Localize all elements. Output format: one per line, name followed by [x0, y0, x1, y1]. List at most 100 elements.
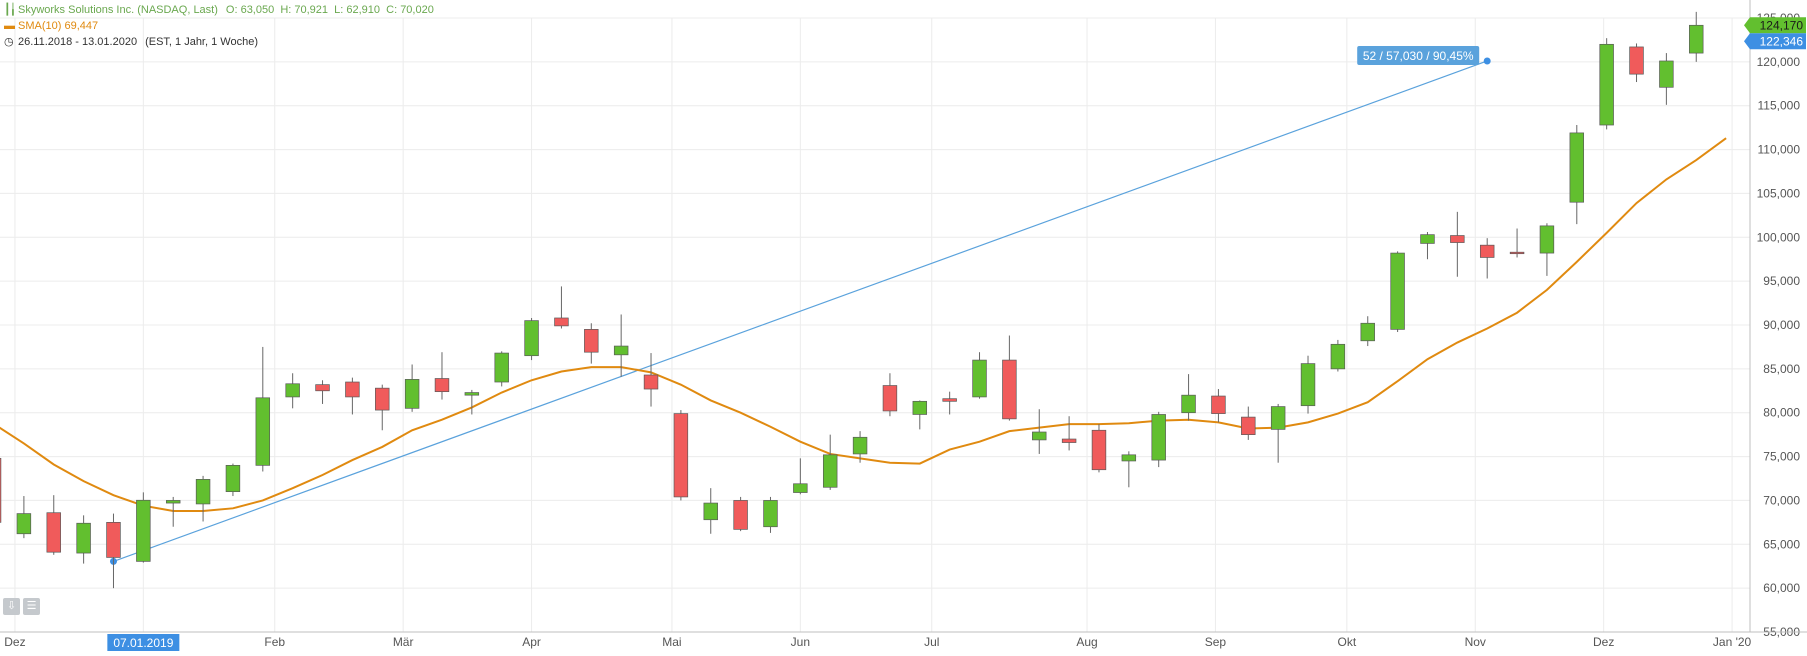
candle[interactable]: [345, 377, 360, 415]
candle-body[interactable]: [46, 512, 61, 553]
candle[interactable]: [613, 314, 629, 377]
candle[interactable]: [464, 389, 480, 415]
settings-icon[interactable]: ☰: [23, 598, 40, 615]
candle[interactable]: [1330, 339, 1346, 372]
candle-body[interactable]: [76, 522, 91, 554]
candle-body[interactable]: [225, 464, 241, 493]
candle-body[interactable]: [106, 522, 121, 558]
candle[interactable]: [763, 496, 778, 533]
candle-body[interactable]: [434, 378, 450, 393]
candle-body[interactable]: [16, 513, 32, 535]
trendline-layer[interactable]: 52 / 57,030 / 90,45%: [109, 45, 1491, 565]
candle[interactable]: [882, 373, 898, 417]
candle-body[interactable]: [1360, 322, 1375, 342]
candle-body[interactable]: [1509, 251, 1525, 255]
candle-body[interactable]: [1390, 252, 1405, 330]
candle[interactable]: [554, 286, 569, 329]
candle[interactable]: [494, 351, 509, 387]
candle-body[interactable]: [1270, 406, 1286, 430]
candle[interactable]: [733, 496, 748, 532]
candle[interactable]: [76, 515, 91, 564]
candle-body[interactable]: [763, 500, 778, 528]
candle-body[interactable]: [1151, 414, 1166, 461]
candle[interactable]: [1420, 232, 1435, 260]
candle-body[interactable]: [1121, 454, 1137, 462]
candle-body[interactable]: [584, 329, 599, 353]
candle[interactable]: [1091, 424, 1107, 473]
candle[interactable]: [225, 463, 241, 497]
candle-body[interactable]: [1659, 60, 1674, 88]
download-icon[interactable]: ⇩: [3, 598, 20, 615]
candle[interactable]: [1569, 125, 1585, 225]
candle-body[interactable]: [793, 483, 808, 493]
candle-body[interactable]: [1450, 235, 1465, 243]
candle-body[interactable]: [1032, 431, 1047, 441]
candle[interactable]: [1151, 411, 1166, 468]
candle[interactable]: [584, 323, 599, 364]
candle[interactable]: [643, 353, 659, 407]
trendline[interactable]: [113, 60, 1488, 562]
candle-body[interactable]: [195, 479, 211, 505]
candle-body[interactable]: [285, 383, 300, 398]
candle[interactable]: [1659, 53, 1674, 105]
candle[interactable]: [375, 384, 390, 431]
candle-body[interactable]: [1569, 132, 1585, 203]
candle[interactable]: [1181, 374, 1196, 421]
candle-body[interactable]: [0, 457, 2, 523]
candle[interactable]: [255, 346, 271, 472]
candle-body[interactable]: [643, 374, 659, 390]
candle-body[interactable]: [494, 352, 509, 383]
candle-body[interactable]: [375, 387, 390, 411]
candle[interactable]: [1450, 211, 1465, 277]
candle[interactable]: [1509, 228, 1525, 258]
candle-body[interactable]: [1241, 416, 1256, 435]
candle[interactable]: [1032, 409, 1047, 454]
candle-body[interactable]: [733, 500, 748, 530]
candle-body[interactable]: [613, 345, 629, 356]
candle-body[interactable]: [165, 500, 181, 504]
candle[interactable]: [942, 391, 957, 415]
candle[interactable]: [1121, 451, 1137, 488]
candle-body[interactable]: [1629, 46, 1644, 75]
candle[interactable]: [1539, 223, 1555, 276]
candle[interactable]: [1689, 11, 1704, 62]
candle-body[interactable]: [1420, 234, 1435, 244]
candle-body[interactable]: [1539, 225, 1555, 254]
candle-body[interactable]: [1002, 359, 1017, 420]
candles[interactable]: [0, 11, 1704, 589]
candle[interactable]: [1211, 389, 1226, 423]
candle-body[interactable]: [882, 385, 898, 412]
candle[interactable]: [793, 458, 808, 495]
candle-body[interactable]: [1300, 363, 1316, 407]
candle[interactable]: [1360, 316, 1375, 347]
candle-body[interactable]: [1211, 395, 1226, 414]
instrument-line[interactable]: ┃╽ Skyworks Solutions Inc. (NASDAQ, Last…: [4, 2, 434, 18]
candle[interactable]: [703, 488, 718, 534]
candle-body[interactable]: [1479, 244, 1495, 258]
candle-body[interactable]: [464, 392, 480, 396]
candle[interactable]: [1599, 38, 1614, 130]
candle[interactable]: [16, 496, 32, 539]
candle[interactable]: [1270, 403, 1286, 463]
candle-body[interactable]: [822, 454, 838, 488]
candle[interactable]: [1002, 335, 1017, 421]
candle[interactable]: [1241, 406, 1256, 440]
candle[interactable]: [315, 380, 330, 404]
candle[interactable]: [136, 492, 151, 563]
sma-line[interactable]: ▬ SMA(10) 69,447: [4, 18, 434, 34]
candle[interactable]: [1390, 251, 1405, 333]
candle-body[interactable]: [404, 379, 420, 409]
candle[interactable]: [404, 364, 420, 412]
candle-body[interactable]: [703, 502, 718, 521]
trendline-end-handle[interactable]: [1483, 57, 1491, 65]
candle-body[interactable]: [1061, 438, 1077, 443]
candle[interactable]: [524, 317, 539, 361]
candle-body[interactable]: [136, 499, 151, 562]
candle-body[interactable]: [1599, 43, 1614, 126]
candle[interactable]: [0, 455, 2, 525]
candle[interactable]: [106, 513, 121, 589]
candle[interactable]: [822, 434, 838, 490]
candle-body[interactable]: [554, 317, 569, 327]
